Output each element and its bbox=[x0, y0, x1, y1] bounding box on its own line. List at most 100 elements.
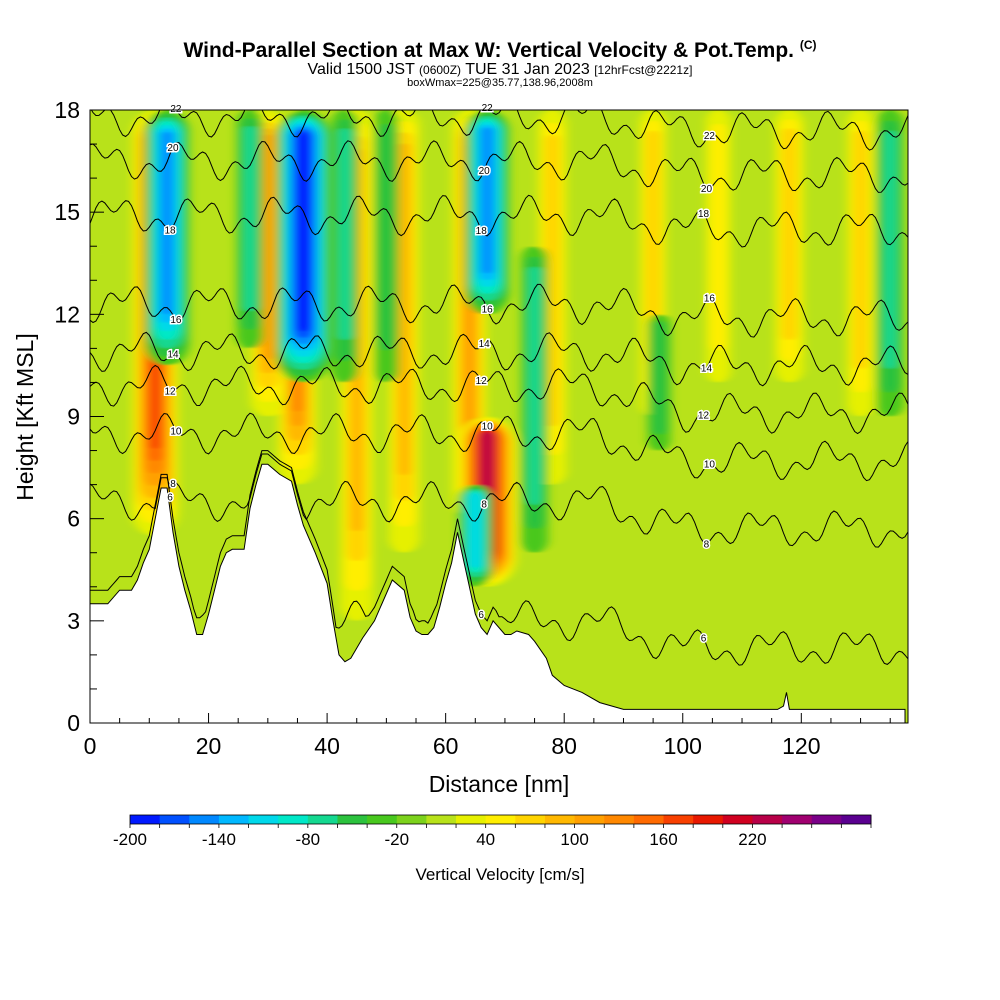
downdraft-band bbox=[651, 321, 667, 435]
contour-label: 10 bbox=[170, 427, 182, 438]
potential-temperature-contours bbox=[90, 110, 908, 666]
theta-contour bbox=[90, 450, 908, 666]
contour-label: 6 bbox=[167, 493, 173, 504]
contour-label: 18 bbox=[698, 209, 710, 220]
colorbar-frame bbox=[129, 814, 872, 825]
contour-label: 22 bbox=[482, 103, 494, 114]
contour-label: 16 bbox=[704, 294, 716, 305]
theta-contour bbox=[90, 140, 908, 193]
updraft-band bbox=[782, 128, 797, 341]
y-tick-label: 12 bbox=[54, 301, 80, 327]
theta-contour bbox=[90, 110, 908, 151]
colorbar-swatch bbox=[722, 815, 753, 824]
chart-title: Wind-Parallel Section at Max W: Vertical… bbox=[0, 38, 1000, 63]
y-tick-label: 18 bbox=[54, 97, 80, 123]
contour-label: 14 bbox=[167, 349, 179, 360]
forecast-info: [12hrFcst@2221z] bbox=[594, 63, 693, 77]
valid-time: Valid 1500 JST bbox=[307, 61, 415, 78]
colorbar-swatch bbox=[752, 815, 783, 824]
x-axis: 0 20 40 60 80 100 120 bbox=[84, 713, 891, 759]
x-tick-label: 60 bbox=[433, 733, 459, 759]
contour-label: 6 bbox=[478, 610, 484, 621]
colorbar-swatch bbox=[515, 815, 546, 824]
theta-contour bbox=[90, 412, 908, 482]
downdraft-band bbox=[243, 125, 257, 312]
x-tick-label: 20 bbox=[196, 733, 222, 759]
colorbar-swatch bbox=[307, 815, 338, 824]
downdraft-band bbox=[883, 130, 897, 369]
colorbar-tick-label: 40 bbox=[476, 830, 495, 849]
colorbar-swatch bbox=[159, 815, 190, 824]
updraft-band bbox=[262, 134, 274, 360]
copyright-mark: (C) bbox=[799, 38, 817, 52]
colorbar: -200 -140 -80 -20 40 100 160 220 bbox=[113, 814, 872, 849]
colorbar-tick-label: -200 bbox=[113, 830, 147, 849]
theta-contour bbox=[90, 194, 908, 248]
colorbar-swatch bbox=[130, 815, 161, 824]
colorbar-swatch bbox=[189, 815, 220, 824]
contour-label: 14 bbox=[701, 364, 713, 375]
colorbar-swatch bbox=[811, 815, 842, 824]
colorbar-swatch bbox=[485, 815, 516, 824]
colorbar-swatch bbox=[604, 815, 635, 824]
colorbar-swatch bbox=[663, 815, 694, 824]
valid-date: TUE 31 Jan 2023 bbox=[465, 61, 590, 78]
contour-label: 8 bbox=[170, 479, 176, 490]
contour-label: 12 bbox=[164, 386, 176, 397]
colorbar-tick-label: -140 bbox=[202, 830, 236, 849]
contour-label: 6 bbox=[701, 633, 707, 644]
contour-label: 22 bbox=[704, 131, 716, 142]
colorbar-swatch bbox=[426, 815, 457, 824]
colorbar-swatch bbox=[367, 815, 398, 824]
contour-label: 8 bbox=[481, 499, 487, 510]
contour-label: 12 bbox=[698, 410, 710, 421]
updraft-band bbox=[398, 143, 411, 476]
theta-contour bbox=[90, 331, 908, 387]
colorbar-swatch bbox=[574, 815, 605, 824]
contour-label: 18 bbox=[164, 225, 176, 236]
colorbar-swatch bbox=[248, 815, 279, 824]
terrain-mask bbox=[89, 463, 906, 724]
colorbar-swatch bbox=[278, 815, 309, 824]
colorbar-swatch bbox=[693, 815, 724, 824]
x-tick-label: 100 bbox=[664, 733, 702, 759]
colorbar-swatch bbox=[456, 815, 487, 824]
contour-label: 16 bbox=[482, 304, 494, 315]
box-info: boxWmax=225@35.77,138.96,2008m bbox=[407, 77, 593, 89]
x-axis-label: Distance [nm] bbox=[429, 771, 570, 797]
valid-time-utc: (0600Z) bbox=[419, 63, 462, 77]
downdraft-band bbox=[469, 492, 482, 568]
x-tick-label: 120 bbox=[782, 733, 820, 759]
y-tick-label: 15 bbox=[54, 199, 80, 225]
x-tick-label: 80 bbox=[551, 733, 577, 759]
theta-contour bbox=[90, 453, 908, 548]
contour-labels: 6 6 6 8 8 8 10 10 10 12 12 12 14 14 14 16 16 16 18 18 18 20 20… bbox=[163, 102, 717, 646]
contour-label: 10 bbox=[704, 460, 716, 471]
y-tick-label: 9 bbox=[67, 404, 80, 430]
colorbar-label: Vertical Velocity [cm/s] bbox=[415, 865, 584, 884]
chart-title-text: Wind-Parallel Section at Max W: Vertical… bbox=[183, 39, 794, 62]
y-tick-label: 0 bbox=[67, 710, 80, 736]
colorbar-swatch bbox=[218, 815, 250, 824]
y-axis: 0 3 6 9 12 15 18 bbox=[54, 97, 104, 736]
updraft-band bbox=[646, 130, 660, 369]
downdraft-band bbox=[338, 128, 352, 341]
updraft-band bbox=[710, 123, 727, 351]
contour-label: 8 bbox=[704, 540, 710, 551]
downdraft-band bbox=[161, 131, 173, 315]
colorbar-swatch bbox=[337, 815, 368, 824]
theta-contour bbox=[90, 283, 908, 338]
y-tick-label: 6 bbox=[67, 506, 80, 532]
colorbar-swatch bbox=[396, 815, 427, 824]
updraft-band bbox=[545, 134, 560, 427]
x-tick-label: 0 bbox=[84, 733, 97, 759]
contour-label: 10 bbox=[482, 421, 494, 432]
y-axis-label: Height [Kft MSL] bbox=[12, 333, 38, 500]
downdraft-band bbox=[527, 266, 542, 506]
colorbar-tick-label: -80 bbox=[296, 830, 321, 849]
x-tick-label: 40 bbox=[314, 733, 340, 759]
colorbar-tick-label: 160 bbox=[649, 830, 677, 849]
colorbar-tick-label: 220 bbox=[738, 830, 766, 849]
contour-label: 20 bbox=[479, 166, 491, 177]
